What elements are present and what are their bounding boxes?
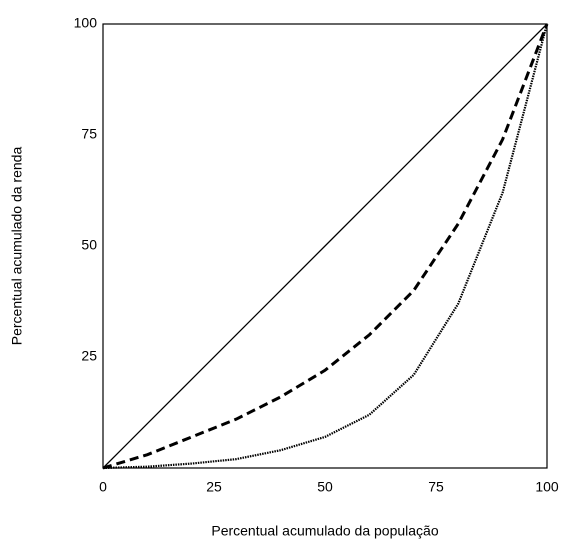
y-axis-label: Percentual acumulado da renda (9, 147, 25, 346)
series-line (102, 23, 548, 469)
x-tick-label: 75 (428, 479, 444, 495)
series-line (102, 23, 549, 470)
x-tick-label: 50 (317, 479, 333, 495)
x-tick-label: 100 (535, 479, 559, 495)
plot-frame (102, 23, 548, 469)
series-line (102, 23, 549, 470)
y-tick-label: 75 (81, 126, 97, 142)
x-axis-label: Percentual acumulado da população (211, 523, 438, 539)
x-tick-label: 0 (99, 479, 107, 495)
y-tick-label: 50 (81, 237, 97, 253)
y-tick-label: 100 (74, 15, 98, 31)
x-tick-label: 25 (206, 479, 222, 495)
y-tick-label: 25 (81, 348, 97, 364)
